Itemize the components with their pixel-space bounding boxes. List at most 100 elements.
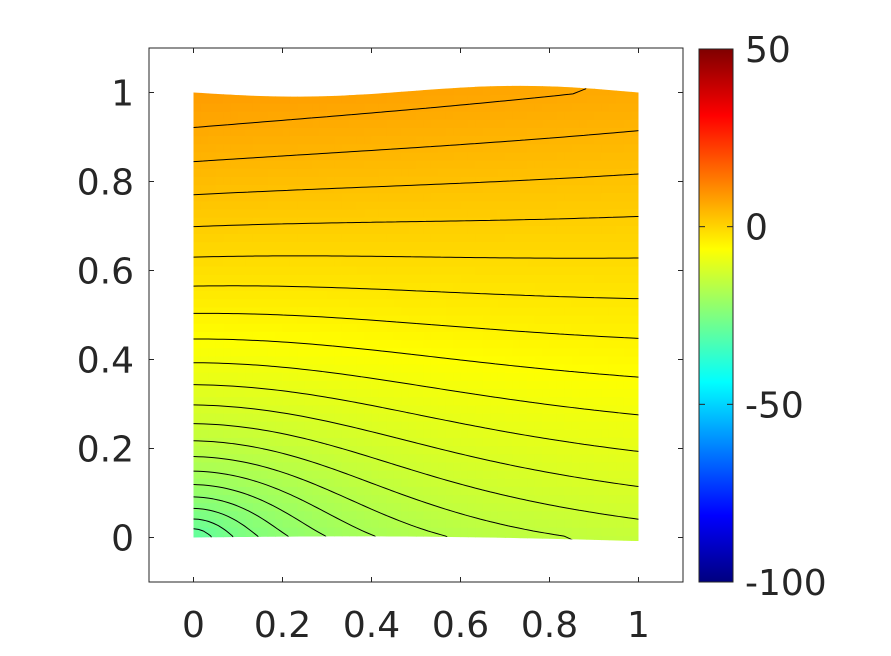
field-cell <box>475 94 484 104</box>
field-cell <box>445 290 454 300</box>
field-cell <box>378 510 387 520</box>
field-cell <box>623 192 632 202</box>
field-cell <box>445 282 454 292</box>
field-cell <box>460 168 469 177</box>
field-cell <box>534 225 543 235</box>
field-cell <box>200 470 209 479</box>
contour-line <box>193 362 639 416</box>
field-cell <box>386 331 395 341</box>
field-cell <box>304 372 313 381</box>
field-cell <box>490 111 499 120</box>
field-cell <box>245 388 254 398</box>
field-cell <box>490 225 499 235</box>
field-cell <box>297 151 306 161</box>
field-cell <box>215 445 224 455</box>
field-cell <box>549 453 558 463</box>
field-cell <box>208 111 217 120</box>
field-cell <box>482 176 491 186</box>
field-cell <box>230 518 239 528</box>
field-cell <box>238 208 247 218</box>
field-cell <box>238 127 247 137</box>
field-cell <box>208 200 217 210</box>
field-cell <box>312 111 321 120</box>
field-cell <box>623 159 632 169</box>
field-cell <box>245 453 254 463</box>
field-cell <box>289 388 298 398</box>
field-cell <box>408 102 417 112</box>
field-cell <box>282 380 291 390</box>
field-cell <box>289 127 298 137</box>
field-cell <box>623 421 632 430</box>
field-cell <box>267 143 276 153</box>
field-cell <box>245 168 254 177</box>
field-cell <box>245 159 254 169</box>
field-cell <box>200 494 209 504</box>
field-cell <box>208 445 217 455</box>
field-cell <box>238 494 247 504</box>
field-cell <box>371 355 380 365</box>
field-cell <box>319 102 328 112</box>
field-cell <box>327 306 336 316</box>
field-cell <box>460 315 469 324</box>
field-cell <box>364 102 373 112</box>
field-cell <box>252 143 261 153</box>
field-cell <box>319 380 328 390</box>
field-cell <box>416 363 425 373</box>
field-cell <box>364 478 373 487</box>
field-cell <box>594 282 603 292</box>
field-cell <box>445 429 454 438</box>
field-cell <box>408 478 417 487</box>
field-cell <box>519 388 528 398</box>
field-cell <box>430 241 439 251</box>
field-cell <box>200 510 209 520</box>
field-cell <box>341 184 350 194</box>
field-cell <box>549 290 558 300</box>
field-cell <box>497 86 506 96</box>
field-cell <box>490 494 499 504</box>
field-cell <box>534 494 543 504</box>
field-cell <box>282 339 291 349</box>
field-cell <box>527 94 536 104</box>
field-cell <box>564 421 573 430</box>
field-cell <box>534 111 543 120</box>
field-cell <box>312 421 321 430</box>
field-cell <box>460 282 469 292</box>
field-cell <box>490 208 499 218</box>
field-cell <box>208 192 217 202</box>
field-cell <box>260 396 269 406</box>
field-cell <box>631 290 639 300</box>
field-cell <box>304 486 313 496</box>
field-cell <box>378 404 387 414</box>
field-cell <box>319 94 328 104</box>
field-cell <box>408 274 417 283</box>
field-cell <box>616 290 625 300</box>
field-cell <box>393 355 402 365</box>
field-cell <box>601 372 610 381</box>
field-cell <box>490 306 499 316</box>
field-cell <box>556 233 565 243</box>
field-cell <box>490 470 499 479</box>
field-cell <box>571 111 580 120</box>
field-cell <box>631 535 639 542</box>
field-cell <box>378 437 387 447</box>
field-cell <box>512 225 521 235</box>
field-cell <box>631 111 639 120</box>
x-tick-label: 0.8 <box>521 605 578 646</box>
field-cell <box>386 421 395 430</box>
field-cell <box>341 241 350 251</box>
field-cell <box>564 176 573 186</box>
field-cell <box>475 518 484 528</box>
field-cell <box>275 502 284 512</box>
field-cell <box>445 470 454 479</box>
field-cell <box>631 331 639 341</box>
field-cell <box>564 266 573 275</box>
field-cell <box>289 527 298 536</box>
field-cell <box>608 257 617 267</box>
field-cell <box>445 249 454 259</box>
field-cell <box>475 266 484 275</box>
field-cell <box>579 470 588 479</box>
field-cell <box>416 94 425 104</box>
field-cell <box>453 388 462 398</box>
field-cell <box>616 461 625 471</box>
field-cell <box>631 282 639 292</box>
